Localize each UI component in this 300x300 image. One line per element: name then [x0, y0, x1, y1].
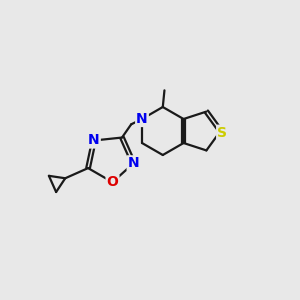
- Text: S: S: [217, 126, 227, 140]
- Text: O: O: [106, 175, 119, 189]
- Text: N: N: [88, 134, 100, 148]
- Text: N: N: [128, 156, 139, 170]
- Text: N: N: [136, 112, 148, 126]
